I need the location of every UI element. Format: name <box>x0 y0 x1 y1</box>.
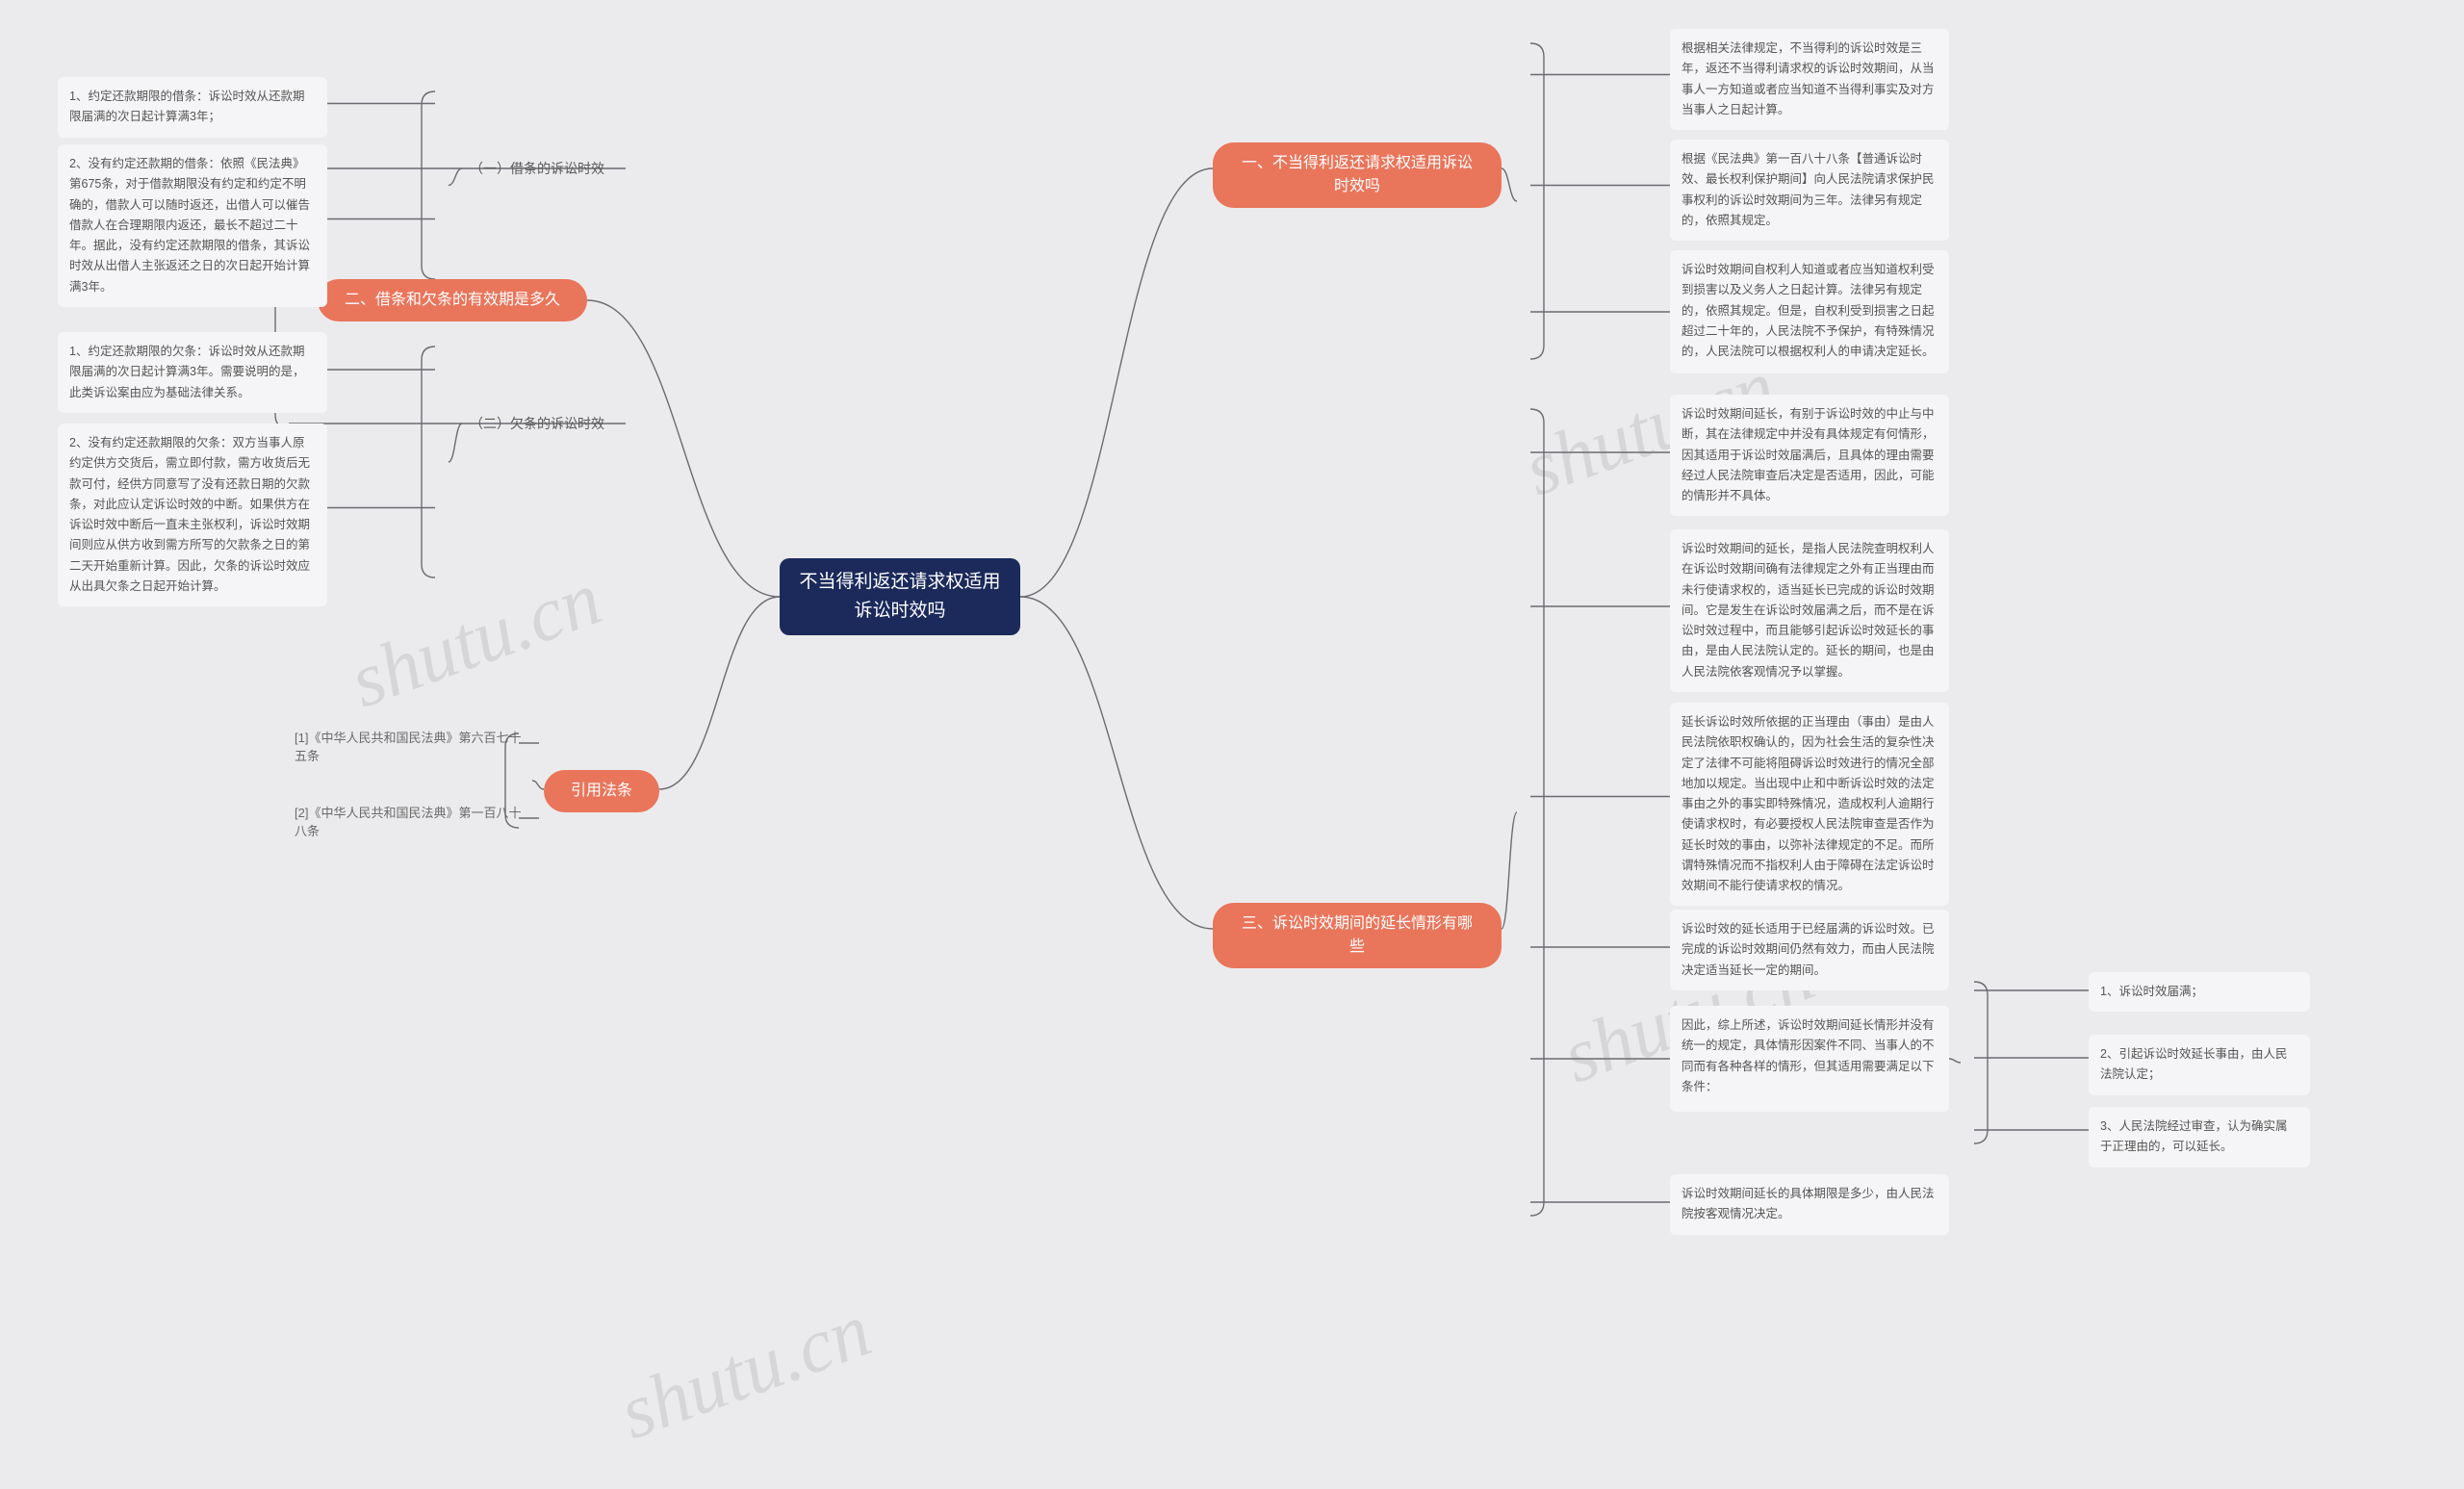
leaf-node: 2、引起诉讼时效延长事由，由人民法院认定； <box>2089 1035 2310 1095</box>
ref-node: [1]《中华人民共和国民法典》第六百七十五条 <box>289 724 539 768</box>
leaf-node: 延长诉讼时效所依据的正当理由（事由）是由人民法院依职权确认的，因为社会生活的复杂… <box>1670 703 1949 906</box>
ref-node: [2]《中华人民共和国民法典》第一百八十八条 <box>289 799 539 843</box>
branch-b3: 三、诉讼时效期间的延长情形有哪些 <box>1213 903 1502 968</box>
branch-ref: 引用法条 <box>544 770 659 812</box>
branch-b2: 二、借条和欠条的有效期是多久 <box>318 279 587 321</box>
leaf-node: 2、没有约定还款期限的欠条：双方当事人原约定供方交货后，需立即付款，需方收货后无… <box>58 424 327 606</box>
sub-node: （一）借条的诉讼时效 <box>462 154 626 183</box>
leaf-node: 1、约定还款期限的欠条：诉讼时效从还款期限届满的次日起计算满3年。需要说明的是，… <box>58 332 327 413</box>
leaf-node: 3、人民法院经过审查，认为确实属于正理由的，可以延长。 <box>2089 1107 2310 1168</box>
leaf-node: 2、没有约定还款期的借条：依照《民法典》第675条，对于借款期限没有约定和约定不… <box>58 144 327 307</box>
leaf-node: 因此，综上所述，诉讼时效期间延长情形并没有统一的规定，具体情形因案件不同、当事人… <box>1670 1006 1949 1112</box>
branch-b1: 一、不当得利返还请求权适用诉讼时效吗 <box>1213 142 1502 208</box>
leaf-node: 根据《民法典》第一百八十八条【普通诉讼时效、最长权利保护期间】向人民法院请求保护… <box>1670 140 1949 241</box>
leaf-node: 诉讼时效期间延长的具体期限是多少，由人民法院按客观情况决定。 <box>1670 1174 1949 1235</box>
leaf-node: 诉讼时效期间延长，有别于诉讼时效的中止与中断，其在法律规定中并没有具体规定有何情… <box>1670 395 1949 516</box>
leaf-node: 诉讼时效期间自权利人知道或者应当知道权利受到损害以及义务人之日起计算。法律另有规… <box>1670 250 1949 373</box>
leaf-node: 诉讼时效期间的延长，是指人民法院查明权利人在诉讼时效期间确有法律规定之外有正当理… <box>1670 529 1949 692</box>
leaf-node: 1、诉讼时效届满； <box>2089 972 2310 1012</box>
sub-node: （二）欠条的诉讼时效 <box>462 409 626 438</box>
leaf-node: 1、约定还款期限的借条：诉讼时效从还款期限届满的次日起计算满3年； <box>58 77 327 138</box>
leaf-node: 诉讼时效的延长适用于已经届满的诉讼时效。已完成的诉讼时效期间仍然有效力，而由人民… <box>1670 910 1949 990</box>
leaf-node: 根据相关法律规定，不当得利的诉讼时效是三年，返还不当得利请求权的诉讼时效期间，从… <box>1670 29 1949 130</box>
center-topic: 不当得利返还请求权适用诉讼时效吗 <box>780 558 1020 635</box>
